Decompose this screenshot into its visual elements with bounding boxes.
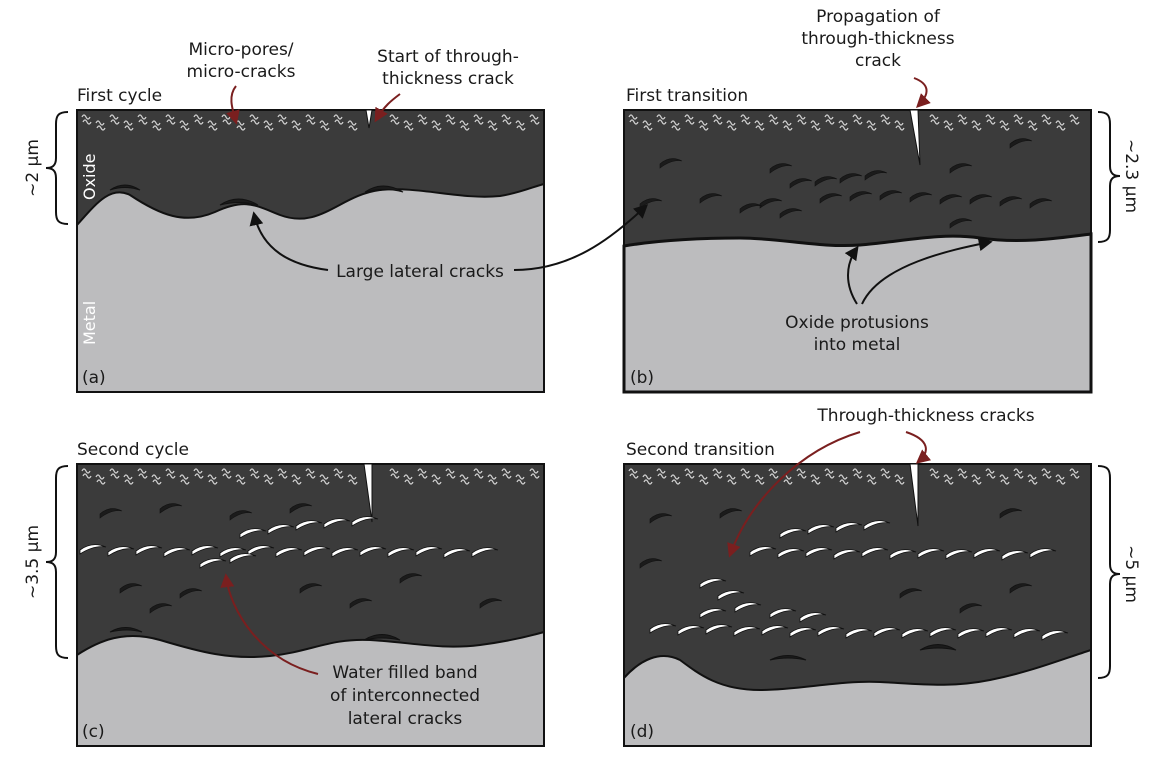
panel-a-metal (76, 182, 545, 393)
panel-c-id: (c) (82, 722, 105, 742)
callout-water-line3: lateral cracks (348, 709, 463, 729)
panel-c-thickness-brace (45, 465, 69, 659)
lateral-cracks-arrow-b (513, 204, 649, 271)
panel-d-id: (d) (630, 722, 654, 742)
panel-b-title: First transition (626, 86, 748, 106)
callout-crack-start-line2: thickness crack (382, 69, 514, 89)
panel-a-frame (76, 109, 545, 393)
panel-c-interface-crack-1 (109, 627, 143, 633)
panel-d-thickness-brace (1097, 465, 1121, 679)
panel-b-thickness: ~2.3 µm (1121, 139, 1141, 213)
panel-d-thickness: ~5 µm (1121, 545, 1141, 603)
panel-c-frame (76, 463, 545, 747)
panel-d-through-crack (909, 463, 919, 527)
panel-a-oxide-label: Oxide (80, 153, 99, 200)
panel-a-metal-label: Metal (80, 301, 99, 345)
panel-d-frame (623, 463, 1092, 747)
panel-d-interface-crack-1 (769, 655, 807, 661)
panel-c-thickness: ~3.5 µm (23, 525, 43, 599)
through-thickness-arrow-a (905, 431, 932, 464)
panel-a-lateral-crack-2 (219, 198, 259, 206)
panel-a-title: First cycle (77, 86, 162, 106)
panel-b-metal (622, 232, 1093, 394)
panel-a-lateral-crack-1 (109, 184, 141, 191)
callout-through-thickness: Through-thickness cracks (816, 406, 1034, 426)
propagation-arrow (913, 77, 931, 108)
panel-d: Second transition (d) ~5 µm Through-thic… (623, 406, 1141, 747)
panel-d-metal (623, 648, 1092, 747)
panel-a-thickness: ~2 µm (23, 139, 43, 197)
callout-protusions-line2: into metal (814, 335, 901, 355)
panel-b-id: (b) (630, 368, 654, 388)
panel-b-through-crack (909, 109, 921, 166)
panel-a-lateral-crack-3 (364, 185, 404, 193)
panel-d-title: Second transition (626, 440, 775, 460)
callout-propagation-line2: through-thickness (801, 29, 954, 49)
callout-propagation-line3: crack (855, 51, 901, 71)
panel-d-interface-crack-2 (919, 644, 957, 651)
callout-lateral-cracks: Large lateral cracks (336, 262, 504, 282)
panel-b-frame (623, 109, 1092, 393)
micro-pores-arrow (226, 85, 240, 125)
panel-a-id: (a) (82, 368, 106, 388)
callout-micro-pores-line1: Micro-pores/ (188, 40, 293, 60)
panel-c-metal (76, 630, 545, 747)
lateral-cracks-arrow-a (249, 211, 329, 271)
protusions-arrow-left (844, 245, 859, 305)
protusions-arrow-right (861, 237, 993, 305)
panel-a: First cycle Oxide Metal (a) ~2 µm Micro-… (23, 40, 545, 393)
callout-water-line2: of interconnected (330, 686, 480, 706)
panel-a-thickness-brace (45, 111, 69, 225)
panel-c: Second cycle (c) ~3.5 µm Water filled ba… (23, 440, 545, 747)
callout-propagation-line1: Propagation of (816, 7, 941, 27)
panel-c-title: Second cycle (77, 440, 189, 460)
callout-water-line1: Water filled band (332, 663, 477, 683)
panel-b: First transition (b) ~2.3 µm Propagation… (622, 7, 1141, 394)
through-thickness-arrow-b (727, 431, 861, 558)
panel-b-thickness-brace (1097, 111, 1121, 243)
panel-c-through-crack (363, 463, 373, 523)
callout-protusions-line1: Oxide protusions (785, 313, 929, 333)
callout-crack-start-line1: Start of through- (377, 47, 519, 67)
water-band-arrow (220, 573, 319, 675)
callout-micro-pores-line2: micro-cracks (187, 62, 296, 82)
panel-a-crack-start (365, 109, 373, 129)
panel-c-interface-crack-2 (363, 634, 401, 641)
crack-start-arrow (374, 93, 401, 123)
